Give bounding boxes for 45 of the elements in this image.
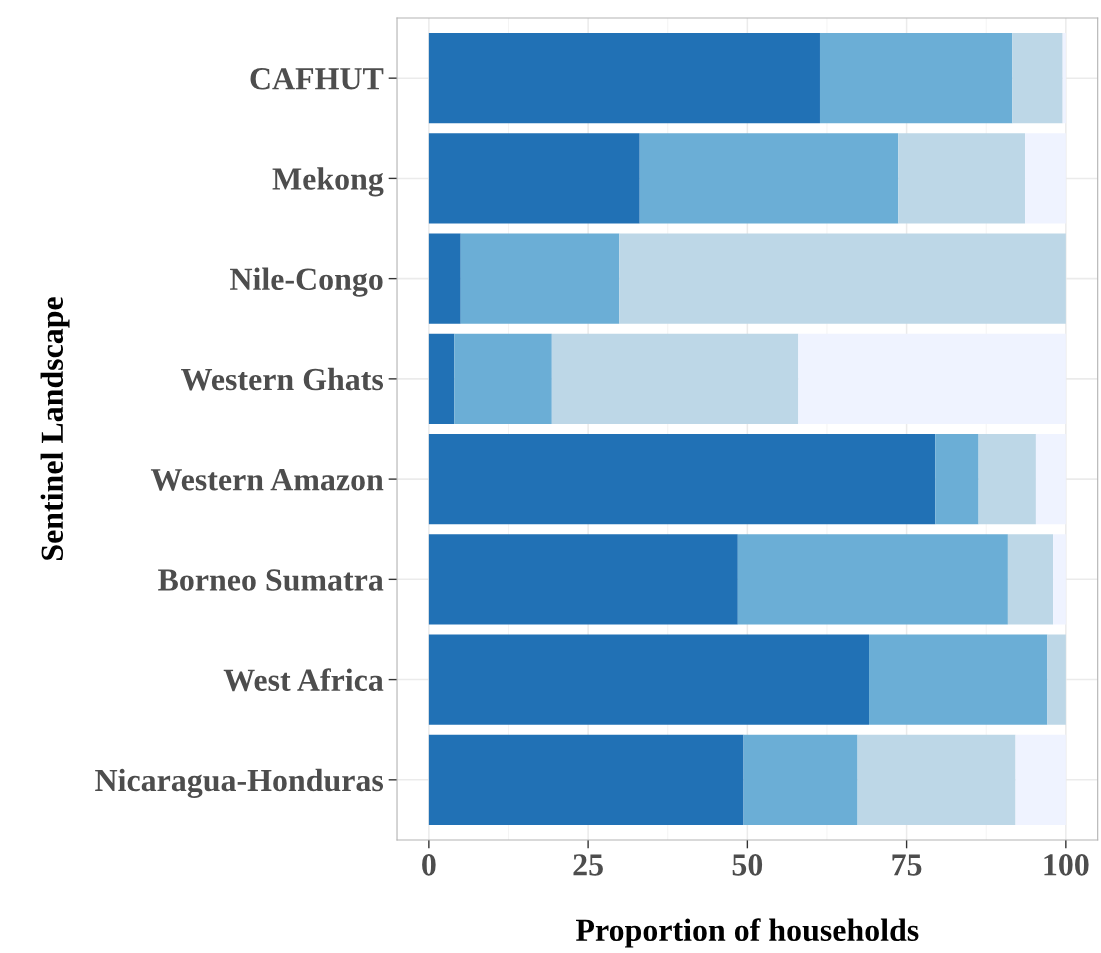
y-tick-label: Nile-Congo — [230, 267, 383, 297]
y-tick-label: Nicaragua-Honduras — [95, 768, 384, 798]
y-tick-label: Western Ghats — [181, 367, 384, 391]
x-tick-label: 100 — [1044, 854, 1089, 876]
bar — [857, 734, 1016, 825]
bar — [428, 133, 640, 224]
bar — [819, 33, 1013, 124]
y-tick-label: Western Amazon — [150, 469, 384, 491]
bar — [1025, 133, 1066, 224]
bar — [639, 133, 899, 224]
bar — [428, 434, 936, 525]
y-tick-label: Mekong — [272, 167, 384, 197]
bar — [460, 233, 620, 324]
bar — [551, 333, 799, 424]
bar — [428, 634, 870, 725]
bar — [737, 534, 1008, 625]
bar — [428, 333, 455, 424]
x-tick-label: 75 — [892, 854, 922, 876]
bar — [1053, 534, 1066, 625]
bar — [935, 434, 979, 525]
bar — [978, 434, 1036, 525]
bar — [1035, 434, 1066, 525]
bar — [798, 333, 1066, 424]
bar — [1012, 33, 1063, 124]
bar — [1015, 734, 1066, 825]
bar — [743, 734, 858, 825]
y-tick-label: Borneo Sumatra — [158, 569, 384, 591]
bar — [428, 534, 738, 625]
y-tick-label: CAFHUT — [250, 68, 384, 90]
bar — [1007, 534, 1054, 625]
y-axis-title: Sentinel Landscape — [40, 297, 70, 560]
bar — [428, 233, 461, 324]
bar — [1062, 33, 1066, 124]
bar — [428, 33, 820, 124]
x-tick-label: 0 — [422, 854, 436, 876]
bar — [428, 734, 744, 825]
x-tick-label: 25 — [573, 854, 603, 876]
bar — [898, 133, 1026, 224]
bar — [454, 333, 552, 424]
y-tick-label: West Africa — [223, 668, 384, 692]
x-tick-label: 50 — [732, 854, 763, 876]
bar — [869, 634, 1048, 725]
x-axis-title: Proportion of households — [576, 918, 919, 948]
bar — [1047, 634, 1066, 725]
bar — [619, 233, 1066, 324]
